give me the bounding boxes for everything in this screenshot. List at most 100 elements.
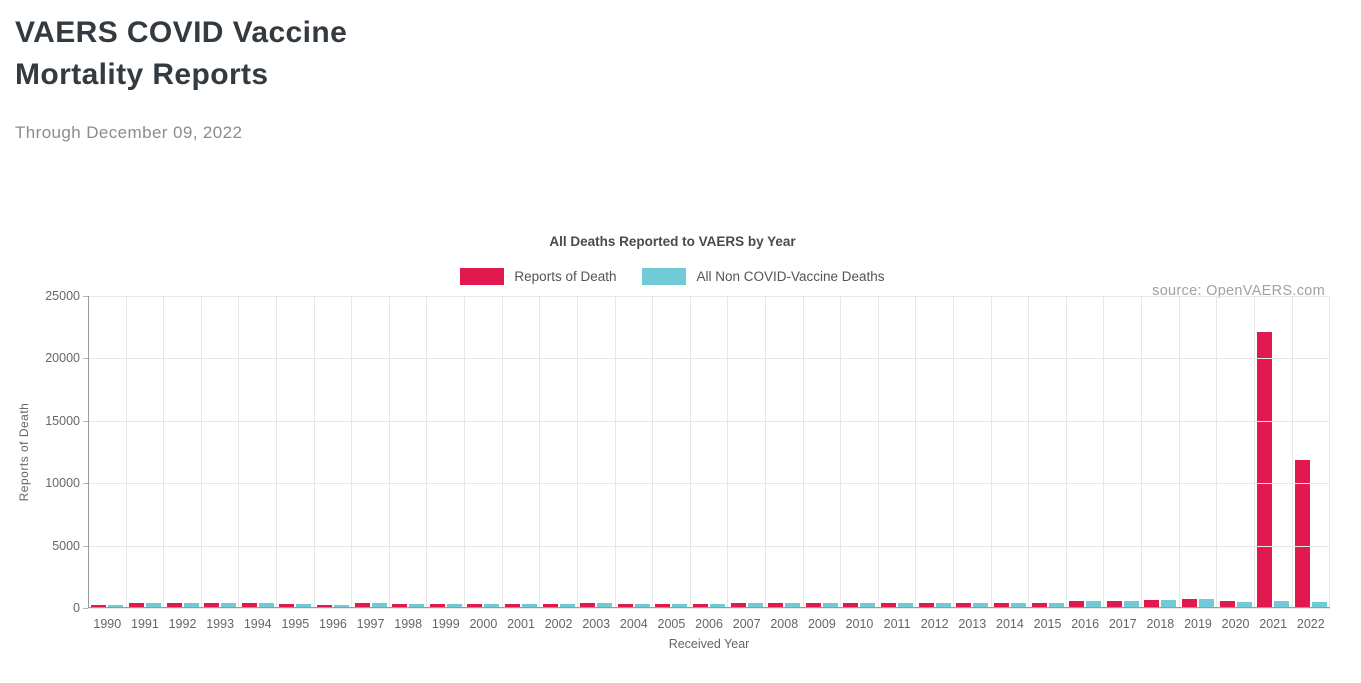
bar-1997-non-covid-deaths[interactable] bbox=[371, 603, 387, 607]
bar-2004-non-covid-deaths[interactable] bbox=[634, 603, 650, 607]
bar-2002-reports-of-death[interactable] bbox=[542, 603, 558, 607]
year-group-1992: 1992 bbox=[164, 296, 202, 631]
bar-1991-non-covid-deaths[interactable] bbox=[145, 603, 161, 607]
bar-2014-non-covid-deaths[interactable] bbox=[1010, 602, 1026, 607]
legend-swatch-non-covid-deaths bbox=[642, 268, 687, 285]
bar-2000-reports-of-death[interactable] bbox=[467, 603, 483, 607]
bar-2018-reports-of-death[interactable] bbox=[1144, 600, 1160, 607]
bar-1994-non-covid-deaths[interactable] bbox=[258, 602, 274, 607]
bar-2012-non-covid-deaths[interactable] bbox=[935, 603, 951, 607]
bar-1997-reports-of-death[interactable] bbox=[354, 603, 370, 607]
bar-1998-reports-of-death[interactable] bbox=[392, 603, 408, 607]
legend-label-reports-of-death: Reports of Death bbox=[514, 269, 617, 284]
x-tick-label: 2005 bbox=[657, 617, 686, 631]
bar-1999-non-covid-deaths[interactable] bbox=[446, 603, 462, 607]
bar-2013-reports-of-death[interactable] bbox=[956, 602, 972, 607]
bar-2015-non-covid-deaths[interactable] bbox=[1048, 602, 1064, 607]
bar-1990-non-covid-deaths[interactable] bbox=[108, 605, 124, 607]
bar-2005-non-covid-deaths[interactable] bbox=[672, 603, 688, 607]
x-tick-label: 2007 bbox=[732, 617, 761, 631]
bar-1995-reports-of-death[interactable] bbox=[279, 603, 295, 607]
y-axis-ticks: 0 5000 10000 15000 20000 25000 bbox=[0, 289, 80, 615]
h-gridline bbox=[89, 545, 1330, 547]
x-tick-label: 2003 bbox=[582, 617, 611, 631]
y-tick-mark bbox=[83, 358, 88, 360]
bar-2006-reports-of-death[interactable] bbox=[693, 603, 709, 607]
bar-2021-non-covid-deaths[interactable] bbox=[1274, 600, 1290, 607]
y-tick-mark bbox=[83, 420, 88, 422]
x-tick-label: 1998 bbox=[394, 617, 423, 631]
bar-2011-reports-of-death[interactable] bbox=[881, 602, 897, 607]
year-group-2000: 2000 bbox=[465, 296, 503, 631]
bar-2013-non-covid-deaths[interactable] bbox=[973, 602, 989, 607]
bar-2007-reports-of-death[interactable] bbox=[730, 603, 746, 607]
bar-2008-non-covid-deaths[interactable] bbox=[785, 602, 801, 607]
bar-2009-non-covid-deaths[interactable] bbox=[822, 602, 838, 607]
x-tick-label: 2010 bbox=[845, 617, 874, 631]
x-tick-label: 2021 bbox=[1259, 617, 1288, 631]
bar-2005-reports-of-death[interactable] bbox=[655, 603, 671, 607]
bar-1993-non-covid-deaths[interactable] bbox=[221, 602, 237, 607]
bar-1994-reports-of-death[interactable] bbox=[241, 602, 257, 607]
bar-2021-reports-of-death[interactable] bbox=[1257, 332, 1273, 607]
x-tick-label: 2013 bbox=[958, 617, 987, 631]
bar-2016-non-covid-deaths[interactable] bbox=[1086, 601, 1102, 607]
x-tick-label: 2011 bbox=[883, 617, 911, 631]
y-tick-mark bbox=[83, 296, 88, 297]
bar-2017-non-covid-deaths[interactable] bbox=[1123, 601, 1139, 607]
bar-1998-non-covid-deaths[interactable] bbox=[409, 603, 425, 607]
bar-2022-reports-of-death[interactable] bbox=[1294, 459, 1310, 607]
bar-2016-reports-of-death[interactable] bbox=[1069, 601, 1085, 607]
legend-item-non-covid-deaths[interactable]: All Non COVID-Vaccine Deaths bbox=[642, 268, 885, 285]
x-axis-title: Received Year bbox=[668, 637, 750, 651]
bar-2012-reports-of-death[interactable] bbox=[918, 603, 934, 607]
source-credit: source: OpenVAERS.com bbox=[1152, 283, 1325, 299]
bar-2003-non-covid-deaths[interactable] bbox=[597, 603, 613, 607]
bar-1990-reports-of-death[interactable] bbox=[91, 605, 107, 607]
bar-2014-reports-of-death[interactable] bbox=[993, 602, 1009, 607]
bar-1996-reports-of-death[interactable] bbox=[316, 604, 332, 607]
bar-1996-non-covid-deaths[interactable] bbox=[333, 604, 349, 607]
x-tick-label: 1996 bbox=[319, 617, 347, 631]
year-group-2005: 2005 bbox=[653, 296, 691, 631]
bar-2009-reports-of-death[interactable] bbox=[805, 602, 821, 607]
bar-2010-reports-of-death[interactable] bbox=[843, 603, 859, 607]
bar-1992-non-covid-deaths[interactable] bbox=[183, 602, 199, 607]
plot-area: 1990 1991 1992 1993 1994 1995 1996 1997 1998 1999… bbox=[83, 296, 1331, 631]
bar-2001-non-covid-deaths[interactable] bbox=[522, 603, 537, 607]
bar-1991-reports-of-death[interactable] bbox=[128, 603, 144, 607]
bar-2002-non-covid-deaths[interactable] bbox=[559, 603, 575, 607]
bar-2007-non-covid-deaths[interactable] bbox=[747, 603, 763, 607]
bar-2017-reports-of-death[interactable] bbox=[1106, 601, 1122, 607]
legend: Reports of Death All Non COVID-Vaccine D… bbox=[0, 268, 1345, 285]
bar-2018-non-covid-deaths[interactable] bbox=[1161, 600, 1177, 607]
bar-2010-non-covid-deaths[interactable] bbox=[860, 603, 876, 607]
year-group-1996: 1996 bbox=[315, 296, 353, 631]
bar-1999-reports-of-death[interactable] bbox=[429, 603, 445, 607]
bar-2022-non-covid-deaths[interactable] bbox=[1311, 602, 1327, 607]
bar-1993-reports-of-death[interactable] bbox=[204, 602, 220, 607]
bar-2020-non-covid-deaths[interactable] bbox=[1236, 602, 1252, 607]
bar-2004-reports-of-death[interactable] bbox=[617, 603, 633, 607]
year-group-2010: 2010 bbox=[841, 296, 879, 631]
bar-2011-non-covid-deaths[interactable] bbox=[898, 602, 914, 607]
bar-2019-reports-of-death[interactable] bbox=[1181, 598, 1197, 607]
bar-2020-reports-of-death[interactable] bbox=[1219, 601, 1235, 607]
bar-1992-reports-of-death[interactable] bbox=[166, 602, 182, 607]
x-tick-label: 2006 bbox=[695, 617, 723, 631]
bar-2001-reports-of-death[interactable] bbox=[505, 603, 520, 607]
bar-2003-reports-of-death[interactable] bbox=[580, 603, 596, 607]
year-group-2014: 2014 bbox=[992, 296, 1030, 631]
legend-item-reports-of-death[interactable]: Reports of Death bbox=[460, 268, 616, 285]
bar-2015-reports-of-death[interactable] bbox=[1031, 602, 1047, 607]
bar-2019-non-covid-deaths[interactable] bbox=[1198, 598, 1214, 607]
year-group-2002: 2002 bbox=[540, 296, 578, 631]
bar-2006-non-covid-deaths[interactable] bbox=[710, 603, 726, 607]
x-tick-label: 1999 bbox=[431, 617, 460, 631]
bar-2000-non-covid-deaths[interactable] bbox=[484, 603, 500, 607]
bar-2008-reports-of-death[interactable] bbox=[768, 602, 784, 607]
x-tick-label: 2012 bbox=[920, 617, 949, 631]
x-tick-label: 2008 bbox=[770, 617, 799, 631]
legend-label-non-covid-deaths: All Non COVID-Vaccine Deaths bbox=[696, 269, 885, 284]
bar-1995-non-covid-deaths[interactable] bbox=[296, 603, 312, 607]
